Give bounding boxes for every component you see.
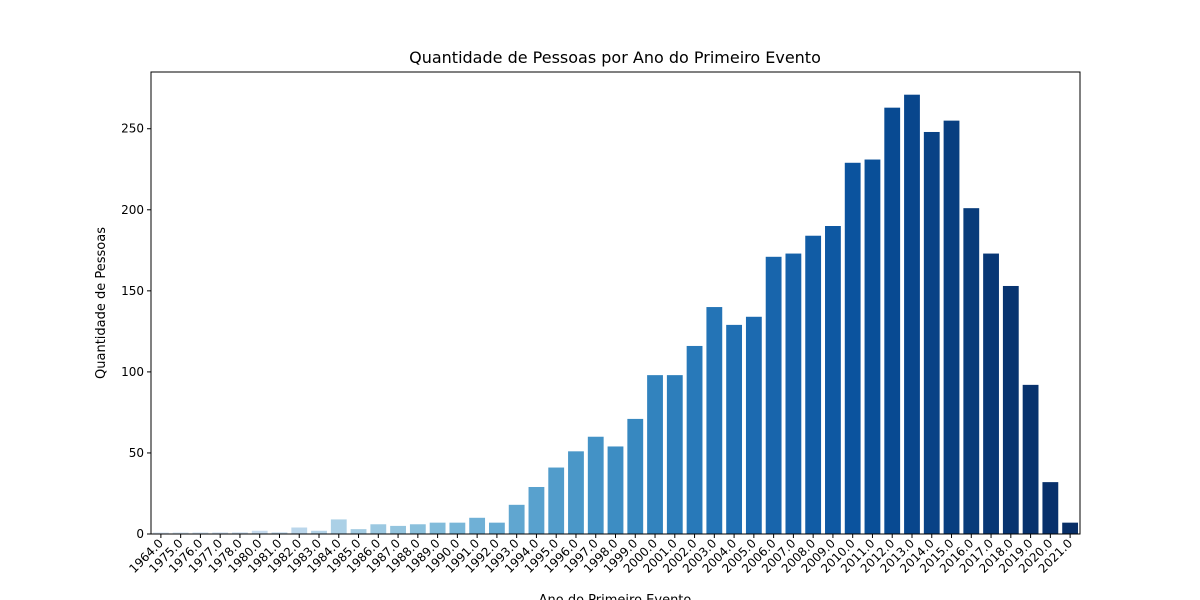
bar xyxy=(587,436,604,534)
bar xyxy=(232,532,248,534)
bar xyxy=(607,446,624,534)
bar xyxy=(666,375,683,534)
bar xyxy=(469,517,486,534)
bar xyxy=(449,522,466,534)
bar xyxy=(1022,384,1039,534)
y-axis-label: Quantidade de Pessoas xyxy=(94,227,109,379)
plot-frame xyxy=(150,71,1081,535)
x-axis-label: Ano do Primeiro Evento xyxy=(539,593,692,600)
bar xyxy=(864,159,881,534)
bar xyxy=(647,375,663,534)
y-tick-label: 150 xyxy=(121,284,144,298)
y-tick-label: 100 xyxy=(121,365,144,379)
bar xyxy=(805,235,822,534)
bar xyxy=(330,519,347,534)
bar xyxy=(943,120,960,534)
bar xyxy=(765,256,782,534)
bar xyxy=(627,418,644,534)
bar xyxy=(785,253,802,534)
bar xyxy=(192,532,209,534)
bar xyxy=(923,131,940,534)
bar xyxy=(1042,482,1059,534)
bar xyxy=(390,525,406,534)
bar xyxy=(172,532,189,534)
y-tick-label: 50 xyxy=(129,446,144,460)
bar xyxy=(1062,522,1079,534)
bar xyxy=(488,522,505,534)
bar xyxy=(271,532,288,534)
bar xyxy=(409,524,426,534)
bar xyxy=(884,107,901,535)
bar xyxy=(568,451,584,534)
bar xyxy=(291,527,308,534)
bar xyxy=(528,486,545,534)
y-tick-label: 250 xyxy=(121,122,144,136)
bar xyxy=(963,208,980,534)
bar xyxy=(350,529,367,534)
bar xyxy=(429,522,446,534)
bar xyxy=(152,532,169,534)
bar xyxy=(370,524,387,534)
bar xyxy=(825,226,841,534)
y-tick-label: 200 xyxy=(121,203,144,217)
bar xyxy=(548,467,565,534)
bar xyxy=(904,94,920,535)
bar xyxy=(251,530,268,534)
bar xyxy=(686,345,703,534)
bar xyxy=(844,162,861,535)
chart-title: Quantidade de Pessoas por Ano do Primeir… xyxy=(409,48,821,67)
bar xyxy=(212,532,229,534)
bar xyxy=(745,316,762,534)
bar xyxy=(1002,285,1019,534)
bar xyxy=(706,307,723,534)
bar xyxy=(508,504,525,534)
bar xyxy=(983,253,999,534)
y-tick-label: 0 xyxy=(136,527,144,541)
bar xyxy=(726,324,743,534)
bar xyxy=(311,530,327,534)
